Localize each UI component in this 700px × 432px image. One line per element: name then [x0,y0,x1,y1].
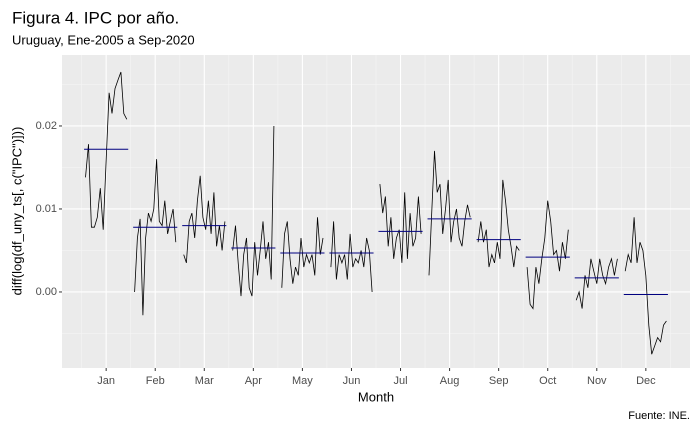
x-tick-label: Aug [440,375,460,387]
x-axis-label: Month [358,389,394,404]
subseries-line [477,179,520,268]
caption: Fuente: INE. [628,410,690,422]
chart-subtitle: Uruguay, Ene-2005 a Sep-2020 [12,32,195,47]
y-tick-label: 0.01 [36,203,57,215]
x-tick-label: Dec [636,375,656,387]
chart-title: Figura 4. IPC por año. [12,8,179,27]
subseries-line [379,184,422,263]
x-tick-label: Sep [489,375,509,387]
x-tick-label: Mar [195,375,214,387]
x-tick-label: Jun [343,375,361,387]
subseries-line [526,200,569,310]
x-tick-label: May [292,375,313,387]
x-tick-label: Jul [394,375,408,387]
x-tick-label: Oct [539,375,556,387]
subseries-line [428,150,471,276]
x-tick-label: Jan [97,375,115,387]
subseries-line [624,217,667,355]
subseries-line [575,257,618,309]
x-tick-label: Apr [245,375,262,387]
x-tick-label: Feb [146,375,165,387]
y-axis-label: diff(log(df_uny_ts[, c("IPC")])) [9,127,24,296]
y-tick-label: 0.02 [36,120,57,132]
x-tick-label: Nov [587,375,607,387]
y-tick-label: 0.00 [36,286,57,298]
subseries-line [183,175,226,264]
subseries-line [85,71,128,230]
subseries-line [232,125,275,297]
